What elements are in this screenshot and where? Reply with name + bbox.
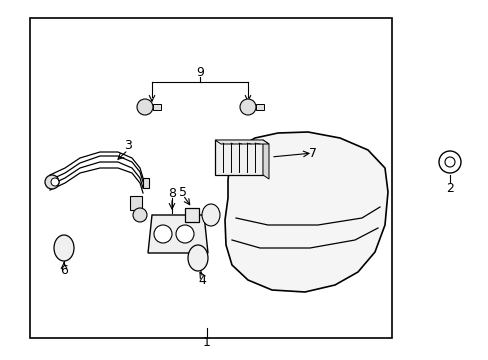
Ellipse shape	[54, 235, 74, 261]
Polygon shape	[215, 140, 268, 144]
Text: 6: 6	[60, 264, 68, 276]
Bar	[153, 104, 161, 110]
Text: 5: 5	[179, 185, 186, 198]
Ellipse shape	[202, 204, 220, 226]
Text: 7: 7	[308, 147, 316, 159]
Bar	[256, 104, 264, 110]
Text: 3: 3	[124, 139, 132, 152]
Bar	[215, 140, 263, 175]
Circle shape	[444, 157, 454, 167]
Circle shape	[51, 178, 59, 186]
Polygon shape	[148, 215, 207, 253]
Circle shape	[438, 151, 460, 173]
Bar	[130, 196, 142, 210]
Text: 8: 8	[168, 186, 176, 199]
Bar	[142, 178, 149, 188]
Polygon shape	[224, 132, 387, 292]
Circle shape	[176, 225, 194, 243]
Circle shape	[240, 99, 256, 115]
Polygon shape	[263, 140, 268, 179]
Circle shape	[154, 225, 172, 243]
Text: 9: 9	[196, 66, 203, 78]
Text: 1: 1	[203, 336, 210, 348]
Bar	[30, 18, 391, 338]
Text: 4: 4	[198, 274, 205, 287]
Circle shape	[45, 175, 59, 189]
Bar	[184, 208, 199, 222]
Ellipse shape	[187, 245, 207, 271]
Circle shape	[137, 99, 153, 115]
Circle shape	[133, 208, 147, 222]
Text: 2: 2	[445, 181, 453, 194]
